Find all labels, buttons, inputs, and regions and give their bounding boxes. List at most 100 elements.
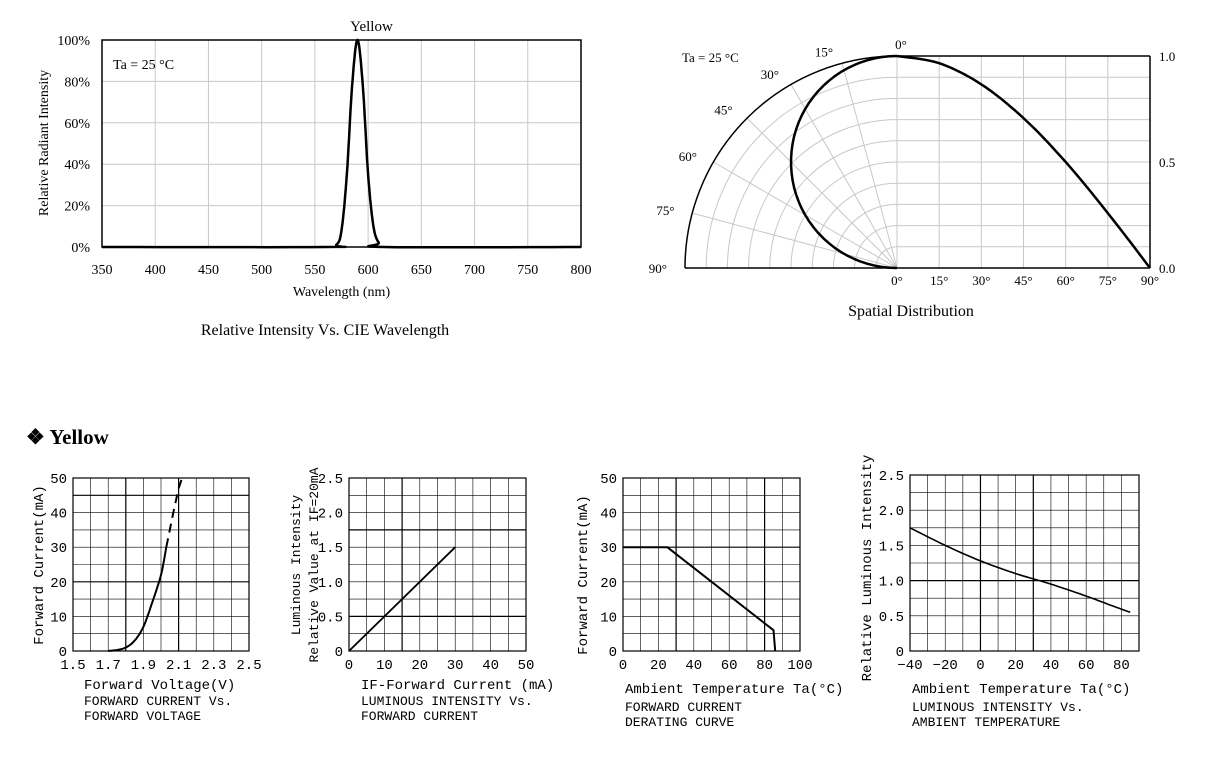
spatial-angle-label: 15°: [815, 45, 833, 60]
spatial-polar-ray: [746, 117, 898, 269]
derating-y-tick: 30: [600, 541, 617, 557]
derating-x-tick: 80: [756, 658, 773, 674]
spectrum-x-tick: 350: [92, 263, 113, 278]
spatial-angle-label: 30°: [761, 67, 779, 82]
li-x-tick: 20: [411, 658, 428, 674]
li-x-tick: 10: [376, 658, 393, 674]
spatial-polar-ray: [790, 84, 898, 269]
spectrum-y-tick: 100%: [57, 34, 90, 49]
spatial-right-label: 1.0: [1159, 49, 1175, 64]
iv-y-tick: 40: [50, 507, 67, 523]
spatial-angle-label: 0°: [895, 37, 907, 52]
bullet-icon: ❖: [26, 425, 45, 449]
spectrum-x-tick: 450: [198, 263, 219, 278]
derating-x-tick: 40: [685, 658, 702, 674]
lt-x-tick: −20: [933, 658, 958, 674]
derating-caption-line: FORWARD CURRENT: [625, 700, 742, 715]
derating-y-tick: 50: [600, 472, 617, 488]
iv-caption-line: FORWARD VOLTAGE: [84, 709, 201, 724]
lt-y-tick: 2.5: [879, 469, 904, 485]
section-heading-text: Yellow: [49, 425, 109, 449]
derating-y-tick: 0: [609, 645, 617, 661]
li-y-label-2: Relative Value at IF=20mA: [307, 467, 322, 662]
li-caption-line: FORWARD CURRENT: [361, 709, 478, 724]
spatial-bottom-label: 45°: [1014, 273, 1032, 288]
spectrum-x-tick: 500: [251, 263, 272, 278]
lt-y-tick: 1.0: [879, 575, 904, 591]
lt-caption-line: AMBIENT TEMPERATURE: [912, 715, 1060, 730]
derating-y-tick: 10: [600, 610, 617, 626]
lt-curve: [909, 527, 1131, 614]
lt-x-tick: 80: [1113, 658, 1130, 674]
derating-x-tick: 20: [650, 658, 667, 674]
spatial-angle-label: 75°: [656, 203, 674, 218]
li-x-tick: 30: [447, 658, 464, 674]
li-curve: [348, 546, 456, 652]
spatial-polar-ray: [841, 63, 898, 269]
iv-curve-solid: [107, 547, 168, 652]
derating-x-label: Ambient Temperature Ta(°C): [625, 682, 843, 698]
spatial-bottom-label: 30°: [972, 273, 990, 288]
spatial-bottom-label: 0°: [891, 273, 903, 288]
derating-x-tick: 100: [787, 658, 812, 674]
lt-y-tick: 0: [896, 645, 904, 661]
li-x-tick: 50: [518, 658, 535, 674]
li-y-tick: 0.5: [318, 610, 343, 626]
li-x-label: IF-Forward Current (mA): [361, 678, 554, 694]
spatial-polar-curve: [789, 54, 898, 270]
lt-x-tick: 40: [1043, 658, 1060, 674]
spatial-angle-label: 90°: [649, 261, 667, 276]
derating-y-tick: 20: [600, 576, 617, 592]
iv-x-tick: 1.5: [60, 658, 85, 674]
iv-curve-dashed: [165, 477, 184, 548]
spectrum-y-tick: 40%: [64, 158, 90, 173]
spatial-bottom-label: 15°: [930, 273, 948, 288]
lt-x-tick: −40: [897, 658, 922, 674]
iv-y-tick: 30: [50, 541, 67, 557]
spatial-polar-ray: [692, 212, 898, 269]
lt-y-label: Relative Luminous Intensity: [860, 455, 876, 682]
spatial-outer-arc: [684, 55, 898, 269]
spectrum-y-tick: 0%: [71, 241, 90, 256]
spatial-caption: Spatial Distribution: [848, 303, 974, 320]
lt-y-tick: 2.0: [879, 504, 904, 520]
spectrum-x-tick: 750: [517, 263, 538, 278]
iv-y-tick: 10: [50, 610, 67, 626]
spatial-angle-label: 60°: [679, 149, 697, 164]
spectrum-annotation: Ta = 25 °C: [113, 58, 174, 73]
iv-y-label: Forward Current(mA): [32, 485, 48, 645]
li-y-tick: 0: [335, 645, 343, 661]
spectrum-x-tick: 550: [304, 263, 325, 278]
lt-y-tick: 1.5: [879, 539, 904, 555]
li-y-tick: 1.5: [318, 541, 343, 557]
spatial-annotation: Ta = 25 °C: [682, 50, 739, 65]
li-caption-line: LUMINOUS INTENSITY Vs.: [361, 694, 533, 709]
derating-x-tick: 60: [721, 658, 738, 674]
li-y-tick: 2.0: [318, 507, 343, 523]
iv-y-tick: 50: [50, 472, 67, 488]
derating-curve: [623, 546, 777, 652]
li-x-tick: 40: [482, 658, 499, 674]
lt-caption-line: LUMINOUS INTENSITY Vs.: [912, 700, 1084, 715]
li-y-label-1: Luminous Intensity: [289, 495, 304, 636]
derating-frame: [622, 477, 801, 652]
li-x-tick: 0: [345, 658, 353, 674]
lt-frame: [909, 474, 1140, 652]
iv-x-tick: 1.9: [131, 658, 156, 674]
spectrum-series-label: Yellow: [350, 19, 393, 35]
lt-x-tick: 0: [976, 658, 984, 674]
spatial-rect-curve: [896, 54, 1151, 269]
iv-x-tick: 2.1: [166, 658, 191, 674]
spectrum-caption: Relative Intensity Vs. CIE Wavelength: [201, 322, 449, 339]
iv-x-tick: 2.3: [201, 658, 226, 674]
spatial-right-label: 0.5: [1159, 155, 1175, 170]
spatial-angle-label: 45°: [714, 103, 732, 118]
spatial-right-label: 0.0: [1159, 261, 1175, 276]
derating-y-tick: 40: [600, 507, 617, 523]
spectrum-x-tick: 600: [358, 263, 379, 278]
spatial-bottom-label: 75°: [1099, 273, 1117, 288]
spectrum-curve: [102, 38, 581, 249]
iv-x-label: Forward Voltage(V): [84, 678, 235, 694]
iv-x-tick: 1.7: [96, 658, 121, 674]
